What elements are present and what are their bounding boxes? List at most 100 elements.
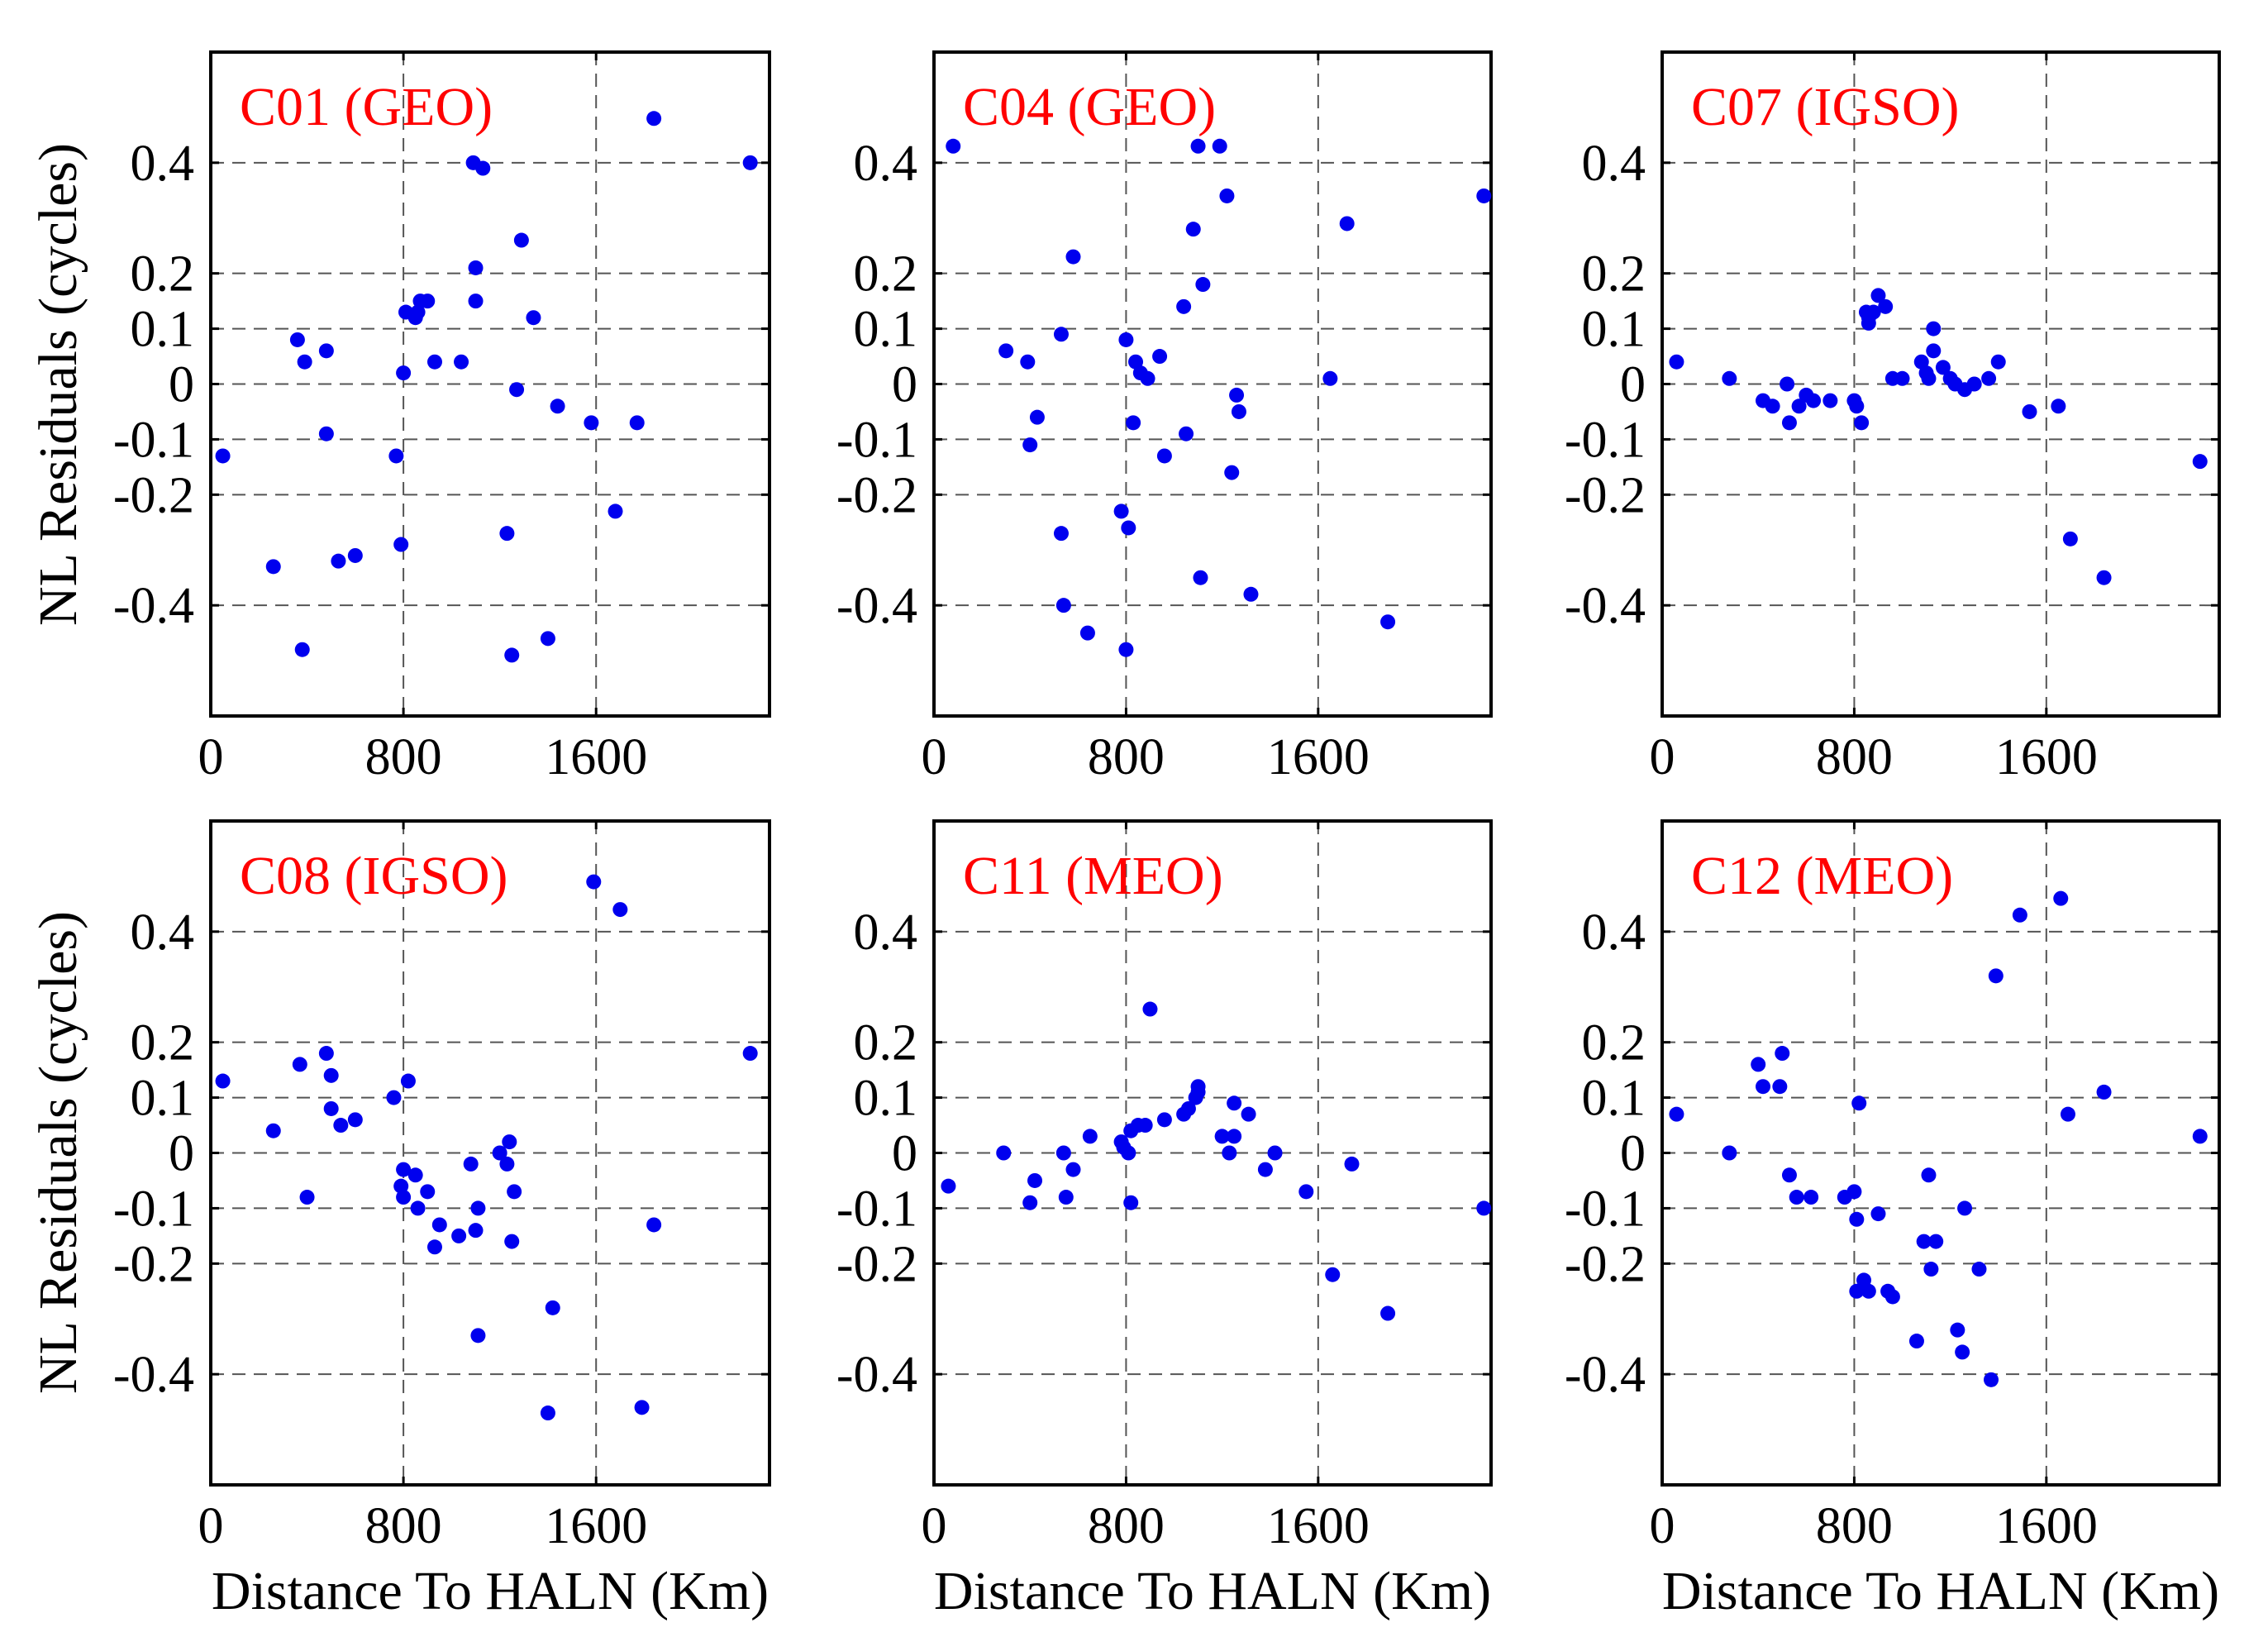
y-tick-label: 0 (169, 357, 194, 413)
data-point (742, 1046, 758, 1062)
data-point (1884, 1289, 1900, 1305)
data-point (1185, 222, 1201, 237)
data-point (2192, 1129, 2208, 1144)
y-tick-label: 0.4 (1582, 904, 1646, 961)
data-point (475, 160, 491, 176)
data-point (1241, 1106, 1256, 1122)
data-point (1870, 288, 1886, 303)
data-point (1722, 1145, 1737, 1161)
data-point (1339, 216, 1355, 231)
x-tick-label: 1600 (1995, 729, 2098, 785)
data-point (323, 1100, 339, 1116)
data-point (265, 1123, 281, 1138)
y-axis-label-top-row: NL Residuals (cycles) (28, 143, 88, 626)
x-axis-label: Distance To HALN (Km) (212, 1561, 769, 1621)
x-tick-label: 1600 (545, 1498, 647, 1554)
data-point (1822, 393, 1838, 408)
data-point (393, 1178, 409, 1194)
data-point (646, 111, 662, 126)
data-point (386, 1090, 402, 1105)
data-point (1984, 1372, 1999, 1387)
data-point (2192, 454, 2208, 470)
data-point (1476, 1200, 1492, 1216)
data-point (584, 415, 599, 431)
data-point (629, 415, 645, 431)
y-tick-label: 0.2 (131, 1015, 195, 1071)
data-point (297, 354, 312, 370)
data-point (1022, 437, 1038, 453)
data-point (1344, 1156, 1360, 1172)
data-point (1222, 1145, 1237, 1161)
data-point (1669, 354, 1684, 370)
data-point (1055, 598, 1071, 613)
data-point (2051, 399, 2066, 414)
x-tick-label: 800 (1816, 729, 1893, 785)
x-tick-label: 0 (1650, 1498, 1675, 1554)
x-tick-label: 0 (198, 1498, 224, 1554)
data-point (2062, 531, 2078, 546)
data-point (1079, 625, 1095, 641)
data-point (1916, 1234, 1932, 1249)
x-tick-label: 800 (1088, 729, 1165, 785)
data-point (400, 1073, 416, 1089)
data-point (1137, 1118, 1153, 1133)
data-point (1027, 1172, 1043, 1188)
data-point (1212, 138, 1227, 154)
data-point (1722, 370, 1737, 386)
data-point (996, 1145, 1012, 1161)
data-point (1476, 188, 1492, 203)
data-point (545, 1300, 560, 1315)
data-point (1058, 1190, 1074, 1205)
data-point (1257, 1162, 1273, 1177)
data-point (1849, 1283, 1865, 1299)
data-point (742, 155, 758, 170)
data-point (420, 1184, 436, 1200)
x-tick-label: 800 (365, 729, 442, 785)
data-point (1981, 370, 1997, 386)
data-point (513, 232, 529, 248)
data-point (586, 874, 602, 890)
data-point (1775, 1046, 1790, 1062)
data-point (1955, 1344, 1970, 1360)
x-tick-label: 0 (1650, 729, 1675, 785)
data-point (1781, 1167, 1797, 1183)
data-point (468, 294, 484, 309)
data-point (550, 399, 565, 414)
y-tick-label: -0.1 (1565, 412, 1646, 468)
panel-title: C07 (IGSO) (1691, 77, 1960, 137)
data-point (2012, 907, 2027, 923)
data-point (526, 310, 541, 326)
data-point (1756, 1079, 1771, 1095)
data-point (410, 1200, 426, 1216)
data-point (1243, 586, 1259, 602)
y-tick-label: 0.1 (854, 1071, 918, 1127)
x-tick-label: 1600 (545, 729, 647, 785)
data-point (1988, 968, 2004, 984)
data-point (1053, 327, 1069, 342)
x-tick-label: 800 (365, 1498, 442, 1554)
data-point (323, 1067, 339, 1083)
data-point (1854, 415, 1870, 431)
y-tick-label: -0.4 (836, 1347, 917, 1403)
data-point (504, 1234, 520, 1249)
data-point (1990, 354, 2006, 370)
y-tick-label: -0.2 (1565, 467, 1646, 523)
data-point (1923, 1262, 1939, 1277)
x-tick-label: 1600 (1267, 729, 1370, 785)
y-tick-label: 0.1 (131, 302, 195, 358)
data-point (1118, 642, 1134, 657)
data-point (1022, 1195, 1038, 1210)
y-tick-label: 0 (1620, 357, 1646, 413)
x-tick-label: 800 (1816, 1498, 1893, 1554)
data-point (1219, 188, 1235, 203)
y-tick-label: 0.4 (1582, 136, 1646, 192)
data-point (1156, 448, 1172, 464)
x-tick-label: 1600 (1267, 1498, 1370, 1554)
data-point (1224, 465, 1240, 480)
y-tick-label: -0.1 (836, 412, 917, 468)
data-point (331, 553, 346, 569)
y-tick-label: 0.1 (854, 302, 918, 358)
